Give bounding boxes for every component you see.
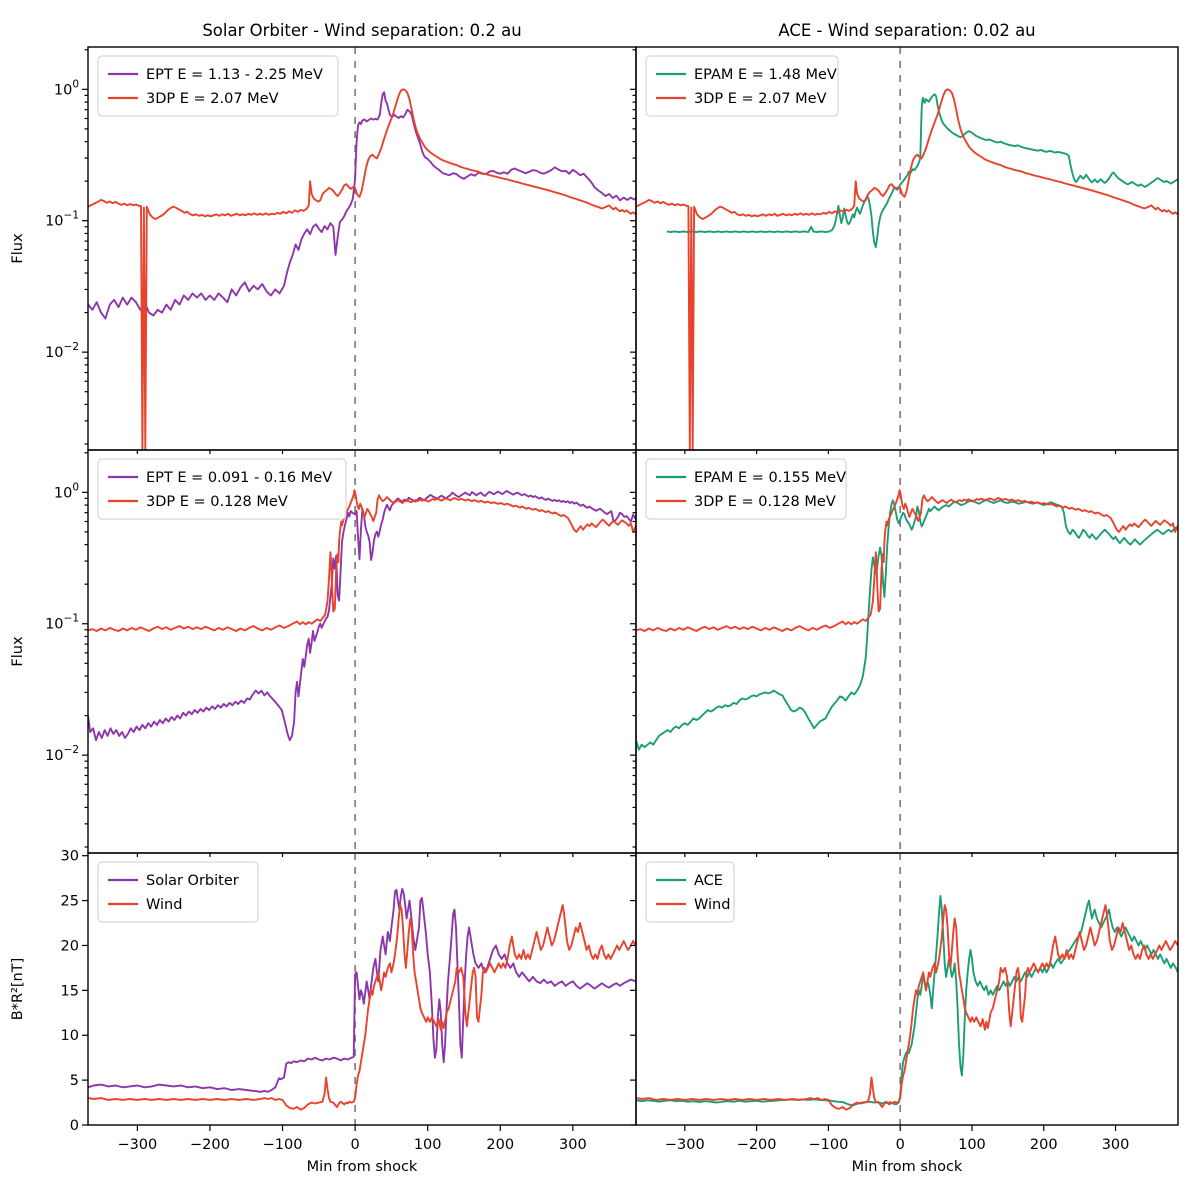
y-tick-label: 25: [61, 894, 79, 910]
x-tick-label: −100: [808, 1137, 848, 1153]
x-tick-label: −200: [737, 1137, 777, 1153]
panel-top-left: 10−2 10−1 100 EPT E = 1.13 - 2.25 MeV 3DP E …: [10, 21, 637, 454]
series-ace: [636, 895, 1178, 1107]
panel-bottom-left: 0 5 10 15 20 25 30 −300 −200 −100 0 100 200 300 Solar …: [10, 849, 637, 1175]
column-title: Solar Orbiter - Wind separation: 0.2 au: [202, 21, 521, 40]
y-ticks: 10−2 10−1 100: [45, 452, 88, 848]
legend: EPAM E = 1.48 MeV 3DP E = 2.07 MeV: [645, 55, 839, 117]
panel-mid-right: EPAM E = 0.155 MeV 3DP E = 0.128 MeV: [630, 449, 1179, 857]
legend-label: EPAM E = 0.155 MeV: [694, 470, 846, 486]
series-epam-e-0-155-mev: [636, 498, 1178, 751]
series-3dp-e-2-07-mev: [88, 88, 636, 450]
x-tick-label: 300: [1102, 1137, 1130, 1153]
panel-mid-left: 10−2 10−1 100 EPT E = 0.091 - 0.16 MeV 3DP E…: [10, 449, 637, 857]
x-tick-label: −300: [665, 1137, 705, 1153]
x-tick-label: 100: [958, 1137, 986, 1153]
series-ept-e-0-091-0-16-mev: [88, 490, 636, 742]
legend-label: Wind: [146, 897, 182, 913]
x-tick-label: −100: [263, 1137, 303, 1153]
legend-label: Solar Orbiter: [146, 873, 239, 889]
x-tick-label: 200: [486, 1137, 514, 1153]
legend: EPT E = 0.091 - 0.16 MeV 3DP E = 0.128 Me…: [97, 458, 347, 520]
x-axis-label: Min from shock: [307, 1159, 418, 1175]
x-tick-label: −300: [117, 1137, 157, 1153]
y-axis-label: Flux: [10, 233, 26, 264]
y-ticks: [630, 49, 636, 445]
y-tick-label: 100: [54, 78, 79, 98]
legend: Solar Orbiter Wind: [97, 861, 259, 923]
panel-border: [635, 852, 1179, 1126]
y-ticks: [630, 855, 636, 1126]
series-solar-orbiter: [88, 887, 636, 1093]
legend-label: 3DP E = 2.07 MeV: [694, 91, 827, 107]
y-tick-label: 30: [61, 849, 79, 865]
panel-top-right: EPAM E = 1.48 MeV 3DP E = 2.07 MeV ACE - W…: [630, 21, 1179, 454]
x-tick-label: 100: [414, 1137, 442, 1153]
series-3dp-e-0-128-mev: [88, 489, 636, 632]
column-title: ACE - Wind separation: 0.02 au: [778, 21, 1035, 40]
legend-label: 3DP E = 0.128 MeV: [146, 494, 288, 510]
y-ticks: 0 5 10 15 20 25 30: [61, 849, 88, 1134]
series-wind: [88, 904, 636, 1111]
x-ticks: −300 −200 −100 0 100 200 300: [665, 1125, 1129, 1153]
legend-label: EPT E = 0.091 - 0.16 MeV: [146, 470, 332, 486]
legend: EPAM E = 0.155 MeV 3DP E = 0.128 MeV: [645, 458, 847, 520]
y-ticks: [630, 452, 636, 848]
series-3dp-e-0-128-mev: [636, 489, 1178, 632]
legend: ACE Wind: [645, 861, 735, 923]
y-tick-label: 10−2: [45, 341, 79, 361]
y-axis-label: B*R²[nT]: [10, 958, 26, 1020]
legend-label: 3DP E = 2.07 MeV: [146, 91, 279, 107]
y-tick-label: 10−2: [45, 744, 79, 764]
y-tick-label: 10−1: [45, 210, 79, 230]
y-tick-label: 5: [70, 1073, 79, 1089]
legend-label: EPT E = 1.13 - 2.25 MeV: [146, 67, 323, 83]
x-tick-label: 300: [559, 1137, 587, 1153]
y-tick-label: 20: [61, 938, 79, 954]
legend-label: EPAM E = 1.48 MeV: [694, 67, 837, 83]
y-tick-label: 15: [61, 983, 79, 999]
series-epam-e-1-48-mev: [666, 93, 1178, 249]
legend-label: Wind: [694, 897, 730, 913]
y-axis-label: Flux: [10, 636, 26, 667]
series-ept-e-1-13-2-25-mev: [88, 91, 636, 320]
y-tick-label: 0: [70, 1118, 79, 1134]
y-ticks: 10−2 10−1 100: [45, 49, 88, 445]
y-tick-label: 100: [54, 481, 79, 501]
series-wind: [636, 904, 1178, 1111]
x-ticks: −300 −200 −100 0 100 200 300: [117, 1125, 587, 1153]
panel-bottom-right: −300 −200 −100 0 100 200 300 ACE Wind Min from sh…: [630, 852, 1179, 1175]
x-tick-label: 0: [350, 1137, 359, 1153]
x-tick-label: −200: [190, 1137, 230, 1153]
legend: EPT E = 1.13 - 2.25 MeV 3DP E = 2.07 MeV: [97, 55, 339, 117]
x-tick-label: 200: [1030, 1137, 1058, 1153]
x-tick-label: 0: [896, 1137, 905, 1153]
legend-label: 3DP E = 0.128 MeV: [694, 494, 836, 510]
x-axis-label: Min from shock: [852, 1159, 963, 1175]
legend-label: ACE: [694, 873, 723, 889]
y-tick-label: 10: [61, 1028, 79, 1044]
series-3dp-e-2-07-mev: [636, 88, 1178, 450]
y-tick-label: 10−1: [45, 613, 79, 633]
